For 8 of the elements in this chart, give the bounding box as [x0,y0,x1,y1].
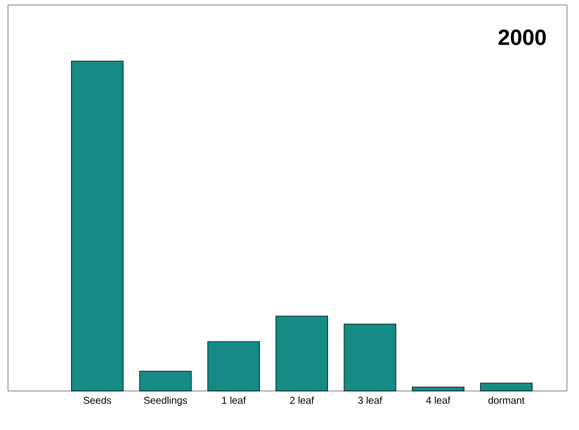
x-tick-label: Seedlings [144,396,188,406]
x-tick-label: 3 leaf [358,396,382,404]
chart-title: 2000 [498,30,546,46]
x-tick-label: Seeds [84,396,112,404]
x-tick-label: 1 leaf [222,396,246,404]
x-tick-label: 4 leaf [426,396,450,404]
x-tick-label: 2 leaf [290,396,314,404]
x-tick-label: dormant [488,396,525,404]
